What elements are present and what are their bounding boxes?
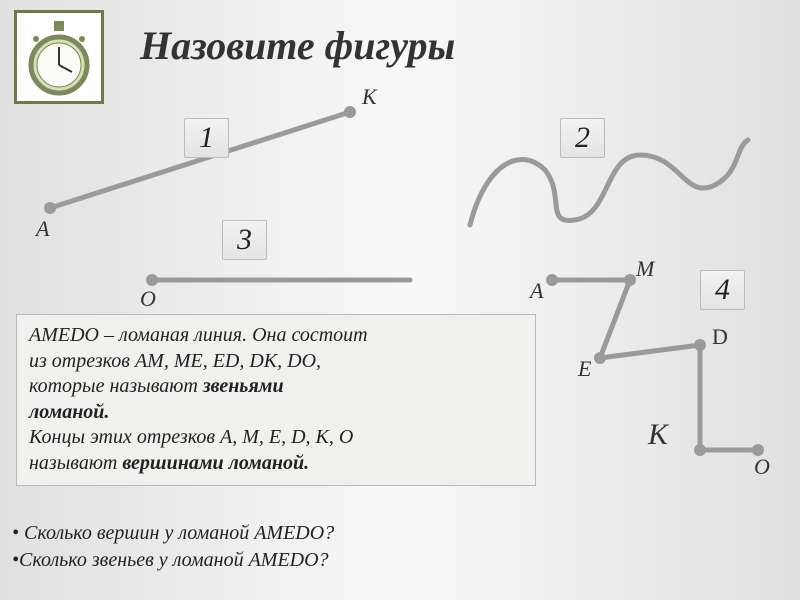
def-l3a: которые называют <box>29 375 203 397</box>
figure-number-2: 2 <box>560 118 605 158</box>
label-A2: А <box>530 278 543 304</box>
label-O2: О <box>754 454 770 480</box>
label-O1: О <box>140 286 156 312</box>
def-l1: AMEDO – ломаная линия. Она состоит <box>29 324 368 346</box>
question-1: • Сколько вершин у ломаной AMEDO? <box>12 520 334 547</box>
label-D: D <box>712 324 728 350</box>
q2-text: Сколько звеньев у ломаной AMEDO? <box>19 549 329 571</box>
def-l3b: звеньями <box>203 375 284 397</box>
def-l6b: вершинами ломаной. <box>122 452 309 474</box>
label-A1: А <box>36 216 49 242</box>
label-E: Е <box>578 356 591 382</box>
figure-number-4: 4 <box>700 270 745 310</box>
label-M: М <box>636 256 654 282</box>
definition-box: AMEDO – ломаная линия. Она состоит из от… <box>16 314 536 486</box>
def-l2: из отрезков АМ, МЕ, ЕD, DK, DO, <box>29 350 321 372</box>
figures-svg <box>0 0 800 600</box>
questions-block: • Сколько вершин у ломаной AMEDO? •Сколь… <box>12 520 334 574</box>
q1-text: Сколько вершин у ломаной AMEDO? <box>19 522 334 544</box>
def-l5: Концы этих отрезков А, М, Е, D, K, O <box>29 426 353 448</box>
question-2: •Сколько звеньев у ломаной AMEDO? <box>12 547 334 574</box>
label-K1: К <box>362 84 377 110</box>
label-K2: К <box>648 418 668 452</box>
def-l4: ломаной. <box>29 401 109 423</box>
figure-number-3: 3 <box>222 220 267 260</box>
figure-number-1: 1 <box>184 118 229 158</box>
def-l6a: называют <box>29 452 122 474</box>
